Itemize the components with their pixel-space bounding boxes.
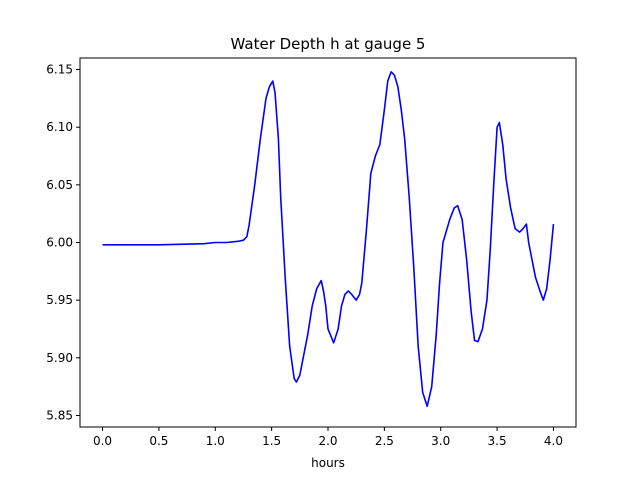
y-axis-ticks: 5.85 5.90 5.95 6.00 6.05 6.10 6.15 (46, 63, 80, 422)
x-tick-label: 1.5 (262, 434, 281, 448)
plot-area (79, 57, 577, 428)
chart-title: Water Depth h at gauge 5 (231, 35, 426, 53)
x-axis-ticks: 0.0 0.5 1.0 1.5 2.0 2.5 3.0 3.5 4.0 (93, 427, 563, 448)
x-tick-label: 4.0 (544, 434, 563, 448)
x-tick-label: 2.0 (318, 434, 337, 448)
y-tick-label: 5.85 (46, 408, 73, 422)
y-tick-label: 6.15 (46, 63, 73, 77)
x-tick-label: 1.0 (206, 434, 225, 448)
y-tick-label: 5.90 (46, 351, 73, 365)
x-tick-label: 3.0 (431, 434, 450, 448)
y-tick-label: 6.05 (46, 178, 73, 192)
x-tick-label: 0.0 (93, 434, 112, 448)
x-tick-label: 2.5 (375, 434, 394, 448)
y-tick-label: 5.95 (46, 293, 73, 307)
series-line-0 (102, 71, 555, 408)
x-tick-label: 3.5 (488, 434, 507, 448)
y-tick-label: 6.00 (46, 236, 73, 250)
y-tick-label: 6.10 (46, 120, 73, 134)
x-tick-label: 0.5 (149, 434, 168, 448)
axes-frame (79, 57, 577, 428)
x-axis-label: hours (311, 456, 345, 470)
